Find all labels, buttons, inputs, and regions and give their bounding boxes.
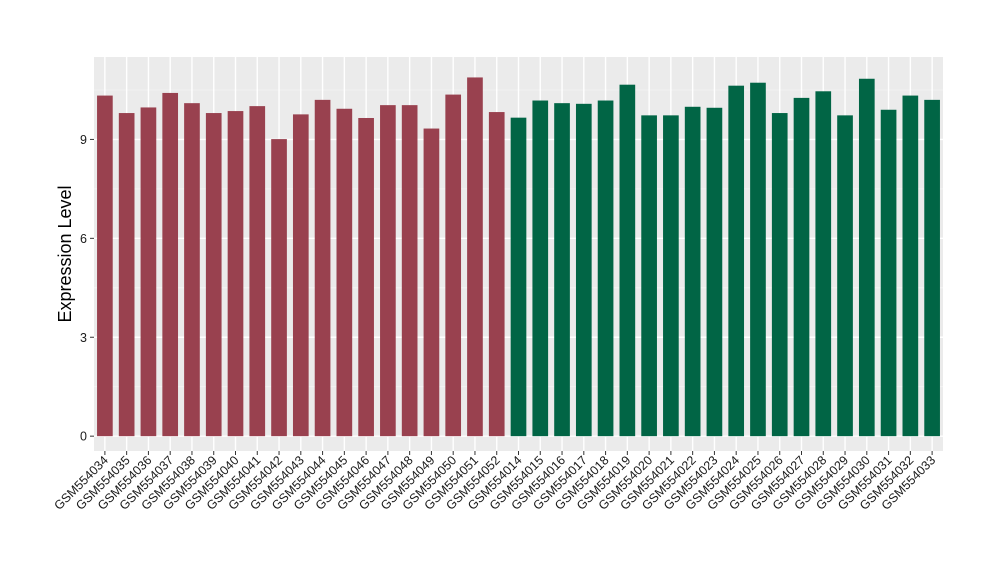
bar-GSM554042[interactable] (271, 139, 287, 437)
bar-GSM554052[interactable] (488, 112, 505, 437)
bar-GSM554033[interactable] (924, 99, 940, 437)
y-tick-label: 9 (80, 133, 87, 147)
bar-GSM554051[interactable] (467, 77, 483, 437)
y-tick-label: 6 (80, 232, 87, 246)
bar-GSM554023[interactable] (706, 107, 723, 437)
bar-GSM554026[interactable] (771, 113, 788, 437)
bar-GSM554048[interactable] (401, 105, 418, 437)
bar-GSM554039[interactable] (205, 113, 222, 437)
bar-GSM554021[interactable] (663, 115, 679, 437)
bar-GSM554017[interactable] (575, 103, 592, 437)
bar-GSM554044[interactable] (314, 99, 331, 437)
bar-GSM554014[interactable] (510, 117, 527, 437)
bar-GSM554037[interactable] (162, 92, 179, 437)
bar-GSM554019[interactable] (619, 84, 636, 437)
bar-GSM554050[interactable] (445, 94, 462, 437)
bar-GSM554030[interactable] (858, 78, 875, 437)
bar-GSM554035[interactable] (118, 113, 135, 437)
bar-GSM554034[interactable] (97, 95, 113, 437)
bar-GSM554047[interactable] (380, 105, 396, 437)
bar-GSM554022[interactable] (684, 106, 701, 437)
bar-GSM554029[interactable] (837, 115, 853, 437)
bar-GSM554041[interactable] (249, 106, 266, 437)
bar-GSM554036[interactable] (140, 107, 157, 437)
bar-GSM554027[interactable] (793, 97, 810, 437)
bar-GSM554016[interactable] (554, 103, 570, 437)
y-tick-label: 0 (80, 430, 87, 444)
y-tick-label: 3 (80, 331, 87, 345)
bar-GSM554018[interactable] (597, 100, 614, 437)
y-axis-title: Expression Level (55, 185, 75, 322)
bar-GSM554028[interactable] (815, 91, 832, 437)
bar-GSM554045[interactable] (336, 108, 353, 437)
bar-GSM554046[interactable] (358, 117, 374, 437)
bar-GSM554020[interactable] (641, 115, 657, 437)
bar-GSM554015[interactable] (532, 100, 549, 437)
bar-GSM554031[interactable] (880, 109, 897, 437)
bar-GSM554024[interactable] (728, 85, 745, 437)
bar-GSM554043[interactable] (292, 114, 309, 437)
bar-GSM554032[interactable] (902, 95, 919, 437)
bar-GSM554038[interactable] (184, 103, 200, 437)
bar-GSM554025[interactable] (750, 82, 766, 437)
bar-GSM554040[interactable] (227, 111, 244, 437)
bar-GSM554049[interactable] (423, 128, 440, 437)
